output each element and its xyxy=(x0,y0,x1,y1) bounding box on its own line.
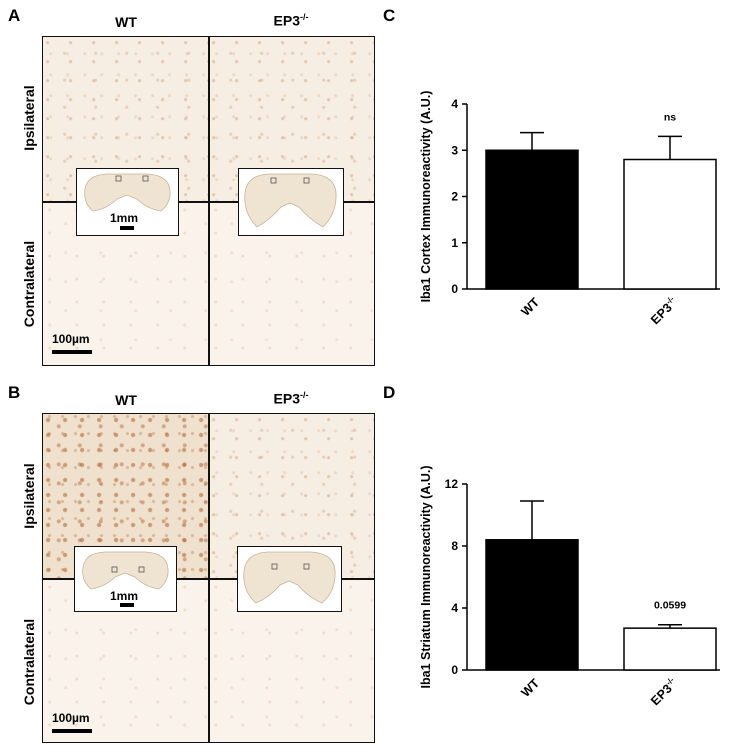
panel-c-letter: C xyxy=(383,6,396,25)
x-tick-label: EP3-/- xyxy=(647,675,680,708)
panel-a-letter: A xyxy=(8,6,21,25)
panel-d-letter: D xyxy=(383,383,396,402)
x-tick-label-sup: -/- xyxy=(664,675,676,687)
y-tick-label: 4 xyxy=(451,97,458,111)
panel-b-letter: B xyxy=(8,383,21,402)
panel-b-inset-scale-bar xyxy=(120,603,134,607)
chart-cortex: 0 1 2 3 4 Iba1 Cortex Immunoreactivity (A.U.)… xyxy=(419,91,720,327)
brain-section-icon xyxy=(82,551,169,590)
brain-section-icon xyxy=(243,551,336,604)
panel-b-divider-h xyxy=(43,578,374,580)
panel-b-col-wt: WT xyxy=(115,392,137,408)
significance-annotation: 0.0599 xyxy=(654,600,686,612)
x-tick-label-sup: -/- xyxy=(664,294,676,306)
y-axis-label: Iba1 Striatum Immunoreactivity (A.U.) xyxy=(419,466,433,689)
y-tick-label: 2 xyxy=(451,190,458,204)
panel-a-wt-brain-inset xyxy=(76,168,179,236)
panel-a-inset-scale-label: 1mm xyxy=(110,211,139,225)
brain-section-icon xyxy=(244,173,337,228)
y-tick-label: 0 xyxy=(451,663,458,677)
bar-wt xyxy=(485,149,579,290)
y-axis-label: Iba1 Cortex Immunoreactivity (A.U.) xyxy=(419,91,433,303)
y-tick-label: 0 xyxy=(451,282,458,296)
panel-a-divider-h xyxy=(43,201,374,203)
panel-a-col-wt: WT xyxy=(115,14,137,30)
panel-b-scale-label: 100µm xyxy=(52,711,90,725)
panel-b-col-ep3: EP3-/- xyxy=(273,390,309,407)
y-tick-label: 12 xyxy=(445,477,459,491)
x-tick-label-main: WT xyxy=(518,676,542,700)
bar-ep3 xyxy=(623,158,717,290)
chart-striatum: 0 4 8 12 Iba1 Striatum Immunoreactivity (A.U… xyxy=(419,466,720,708)
y-tick-label: 1 xyxy=(451,236,458,250)
panel-a-scale-label: 100µm xyxy=(52,332,90,346)
panel-b-scale-bar xyxy=(52,729,92,733)
brain-section-icon xyxy=(84,173,171,212)
y-tick-label: 3 xyxy=(451,143,458,157)
panel-a-scale-bar xyxy=(52,350,92,354)
x-tick-label: EP3-/- xyxy=(647,294,680,327)
panel-a-inset-scale-bar xyxy=(120,226,134,230)
y-tick-label: 4 xyxy=(451,601,458,615)
bar-wt xyxy=(485,539,579,671)
panel-a-col-ep3: EP3-/- xyxy=(273,12,309,29)
y-tick-label: 8 xyxy=(451,539,458,553)
x-tick-label: WT xyxy=(518,295,542,319)
x-tick-label: WT xyxy=(518,676,542,700)
panel-a-ep3-brain-inset xyxy=(238,168,344,236)
x-tick-label-main: WT xyxy=(518,295,542,319)
panel-b-wt-brain-inset xyxy=(74,546,177,612)
panel-b-ep3-brain-inset xyxy=(237,546,342,612)
significance-annotation: ns xyxy=(664,111,676,123)
panel-b-inset-scale-label: 1mm xyxy=(110,589,139,603)
bar-ep3 xyxy=(623,627,717,671)
